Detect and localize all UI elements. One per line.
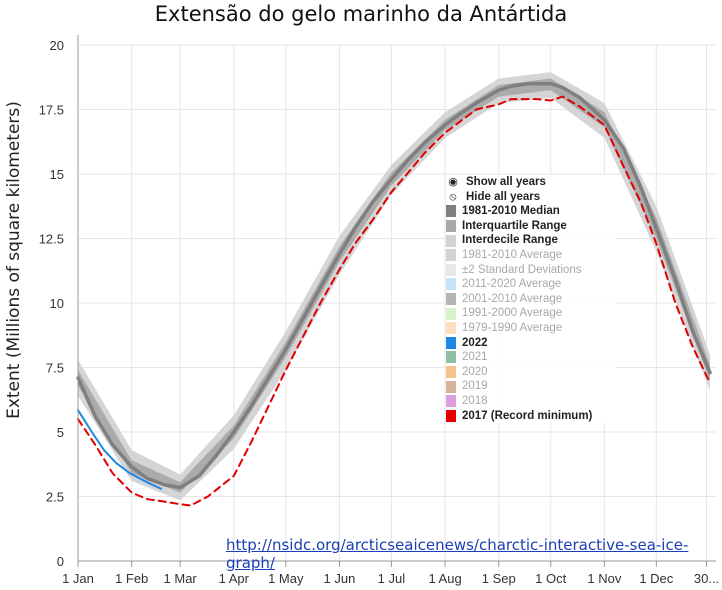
legend-label: Interquartile Range <box>462 219 567 232</box>
legend-swatch <box>446 380 456 393</box>
legend-label: 2019 <box>462 380 488 393</box>
y-tick-label: 2.5 <box>46 490 64 505</box>
legend-label: Show all years <box>466 176 546 188</box>
legend-swatch <box>446 366 456 379</box>
legend-swatch <box>446 263 456 276</box>
x-tick-label: 1 May <box>268 571 304 586</box>
legend-swatch <box>446 249 456 262</box>
legend-swatch <box>446 351 456 364</box>
legend-label: 1981-2010 Average <box>462 248 563 261</box>
legend-item-1979-1990-average[interactable]: 1979-1990 Average <box>446 321 616 336</box>
eye-slash-icon: ⦸ <box>449 190 457 203</box>
legend-item-1981-2010-median[interactable]: 1981-2010 Median <box>446 204 616 219</box>
y-tick-label: 5 <box>57 425 64 440</box>
legend-swatch <box>446 234 456 247</box>
x-tick-label: 1 Feb <box>115 571 148 586</box>
legend-item-2018[interactable]: 2018 <box>446 394 616 409</box>
legend-swatch <box>446 395 456 408</box>
y-tick-label: 10 <box>50 296 64 311</box>
y-tick-label: 15 <box>50 167 64 182</box>
legend: ◉ Show all years ⦸ Hide all years 1981-2010 … <box>446 175 616 424</box>
x-tick-label: 1 Apr <box>219 571 250 586</box>
legend-label: ±2 Standard Deviations <box>462 263 582 276</box>
x-tick-label: 1 Mar <box>164 571 198 586</box>
y-tick-label: 7.5 <box>46 361 64 376</box>
legend-item-2001-2010-average[interactable]: 2001-2010 Average <box>446 292 616 307</box>
x-tick-label: 30... <box>694 571 719 586</box>
legend-swatch <box>446 220 456 233</box>
legend-item-show-all-years[interactable]: ◉ Show all years <box>446 175 616 190</box>
band-interdecile-range <box>78 72 710 501</box>
x-tick-label: 1 Oct <box>535 571 566 586</box>
legend-item-2021[interactable]: 2021 <box>446 350 616 365</box>
legend-swatch <box>446 409 456 422</box>
legend-label: 1981-2010 Median <box>462 205 560 218</box>
legend-item-2020[interactable]: 2020 <box>446 365 616 380</box>
legend-item-2017-record-minimum[interactable]: 2017 (Record minimum) <box>446 409 616 424</box>
y-tick-label: 20 <box>50 38 64 53</box>
legend-item-2022[interactable]: 2022 <box>446 336 616 351</box>
x-tick-label: 1 Nov <box>587 571 621 586</box>
legend-label: 1979-1990 Average <box>462 321 563 334</box>
legend-item-2019[interactable]: 2019 <box>446 379 616 394</box>
legend-label: 2018 <box>462 394 488 407</box>
range-bands <box>78 72 710 501</box>
legend-item-2011-2020-average[interactable]: 2011-2020 Average <box>446 277 616 292</box>
x-tick-label: 1 Dec <box>639 571 673 586</box>
legend-label: 2017 (Record minimum) <box>462 409 593 422</box>
legend-label: Hide all years <box>466 190 541 203</box>
tick-labels: 0 2.5 5 7.5 10 12.5 15 17.5 20 1 Jan 1 Feb 1 Mar 1 A… <box>39 38 719 586</box>
legend-label: 2022 <box>462 336 488 349</box>
axes <box>77 35 716 567</box>
series-line-1981-2010-median <box>76 81 712 490</box>
legend-swatch <box>446 307 456 320</box>
series-line-2017-record-minimum <box>77 95 711 507</box>
y-tick-label: 17.5 <box>39 103 64 118</box>
legend-swatch <box>446 278 456 291</box>
eye-icon: ◉ <box>448 176 458 188</box>
legend-item-hide-all-years[interactable]: ⦸ Hide all years <box>446 190 616 205</box>
x-tick-label: 1 Aug <box>428 571 461 586</box>
legend-item-1991-2000-average[interactable]: 1991-2000 Average <box>446 306 616 321</box>
legend-label: 2011-2020 Average <box>462 278 562 291</box>
y-tick-label: 0 <box>57 554 64 569</box>
series-lines <box>76 81 712 507</box>
chart-title: Extensão do gelo marinho da Antártida <box>154 2 568 26</box>
legend-label: 2021 <box>462 351 488 364</box>
series-line-2022 <box>77 409 163 490</box>
legend-swatch <box>446 293 456 306</box>
y-axis-title: Extent (Millions of square kilometers) <box>4 101 24 419</box>
x-tick-label: 1 Jan <box>62 571 94 586</box>
x-tick-label: 1 Jul <box>378 571 406 586</box>
y-tick-label: 12.5 <box>39 232 64 247</box>
legend-swatch <box>446 322 456 335</box>
legend-swatch <box>446 336 456 349</box>
source-link[interactable]: http://nsidc.org/arcticseaicenews/charct… <box>226 536 689 572</box>
legend-label: 2001-2010 Average <box>462 292 563 305</box>
legend-item-interdecile-range[interactable]: Interdecile Range <box>446 233 616 248</box>
legend-label: 2020 <box>462 365 488 378</box>
legend-item-1981-2010-average[interactable]: 1981-2010 Average <box>446 248 616 263</box>
legend-item-interquartile-range[interactable]: Interquartile Range <box>446 219 616 234</box>
legend-label: 1991-2000 Average <box>462 307 563 320</box>
legend-label: Interdecile Range <box>462 234 558 247</box>
x-tick-label: 1 Jun <box>324 571 356 586</box>
legend-item-2-standard-deviations[interactable]: ±2 Standard Deviations <box>446 263 616 278</box>
legend-swatch <box>446 205 456 218</box>
x-tick-label: 1 Sep <box>482 571 516 586</box>
